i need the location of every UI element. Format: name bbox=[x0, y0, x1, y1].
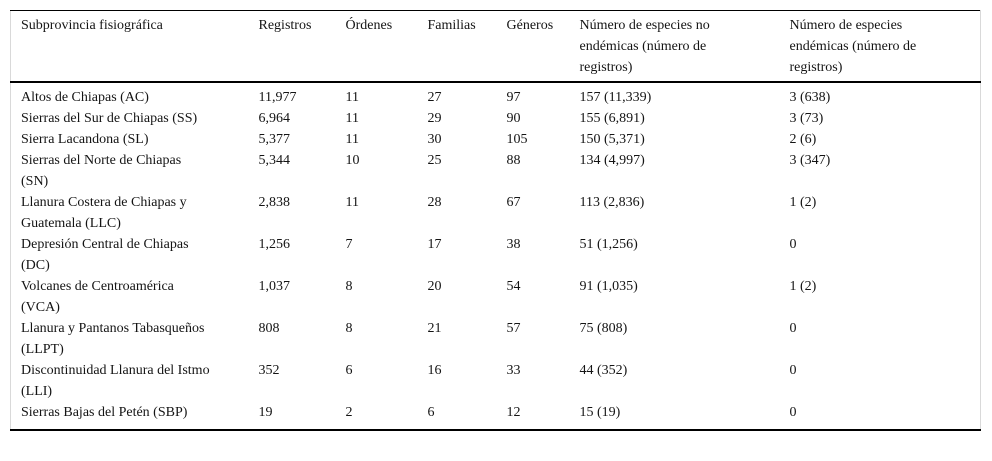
column-header: Familias bbox=[427, 10, 507, 83]
cell: 20 bbox=[427, 279, 442, 294]
cell: 5,377 bbox=[258, 132, 291, 147]
table-row: Llanura y Pantanos Tabasqueños (LLPT) 808… bbox=[11, 318, 981, 360]
cell: 1 (2) bbox=[789, 195, 817, 210]
table-row: Depresión Central de Chiapas (DC) 1,256 7 1… bbox=[11, 234, 981, 276]
cell: Sierras Bajas del Petén (SBP) bbox=[21, 405, 188, 420]
cell: Llanura y Pantanos Tabasqueños (LLPT) bbox=[21, 321, 205, 357]
cell: 11 bbox=[345, 195, 359, 210]
cell: 12 bbox=[506, 405, 521, 420]
column-header: Órdenes bbox=[345, 10, 428, 83]
column-header: Géneros bbox=[506, 10, 580, 83]
species-subprovince-table: Subprovincia fisiográfica Registros Órdene… bbox=[10, 10, 981, 431]
table-row: Volcanes de Centroamérica (VCA) 1,037 8 20 5… bbox=[11, 276, 981, 318]
cell: 90 bbox=[506, 111, 521, 126]
cell: 28 bbox=[427, 195, 442, 210]
cell: 57 bbox=[506, 321, 521, 336]
table-header: Subprovincia fisiográfica Registros Órdene… bbox=[10, 10, 981, 83]
table-row: Sierras del Sur de Chiapas (SS) 6,964 11 29… bbox=[11, 108, 981, 129]
cell: Volcanes de Centroamérica (VCA) bbox=[21, 279, 174, 315]
cell: 11 bbox=[345, 90, 359, 105]
cell: 33 bbox=[506, 363, 521, 378]
table-row: Discontinuidad Llanura del Istmo (LLI) 35… bbox=[11, 360, 981, 402]
cell: 97 bbox=[506, 90, 521, 105]
cell: 54 bbox=[506, 279, 521, 294]
cell: 67 bbox=[506, 195, 521, 210]
cell: 16 bbox=[427, 363, 442, 378]
table-row: Sierras Bajas del Petén (SBP) 19 2 6 12 15 (1… bbox=[11, 402, 981, 430]
cell: 2 bbox=[345, 405, 353, 420]
cell: 10 bbox=[345, 153, 360, 168]
cell: 2 (6) bbox=[789, 132, 817, 147]
cell: 27 bbox=[427, 90, 442, 105]
table-row: Sierra Lacandona (SL) 5,377 11 30 105 150 (5,… bbox=[11, 129, 981, 150]
cell: 3 (638) bbox=[789, 90, 831, 105]
table-row: Altos de Chiapas (AC) 11,977 11 27 97 157 (11… bbox=[11, 82, 981, 108]
column-header: Registros bbox=[258, 10, 346, 83]
column-header: Subprovincia fisiográfica bbox=[10, 10, 259, 83]
cell: 21 bbox=[427, 321, 442, 336]
cell: 113 (2,836) bbox=[579, 195, 645, 210]
cell: 15 (19) bbox=[579, 405, 621, 420]
cell: 38 bbox=[506, 237, 521, 252]
header-row: Subprovincia fisiográfica Registros Órdene… bbox=[10, 10, 981, 83]
cell: Sierras del Norte de Chiapas (SN) bbox=[21, 153, 182, 189]
cell: 352 bbox=[258, 363, 280, 378]
cell: 11,977 bbox=[258, 90, 297, 105]
cell: 0 bbox=[789, 405, 797, 420]
cell: 30 bbox=[427, 132, 442, 147]
column-header: Número de especies no endémicas (número … bbox=[579, 10, 790, 83]
cell: 155 (6,891) bbox=[579, 111, 645, 126]
cell: 7 bbox=[345, 237, 353, 252]
cell: 25 bbox=[427, 153, 442, 168]
cell: 5,344 bbox=[258, 153, 291, 168]
cell: 6 bbox=[427, 405, 435, 420]
cell: 6,964 bbox=[258, 111, 291, 126]
cell: 0 bbox=[789, 237, 797, 252]
cell: Llanura Costera de Chiapas y Guatemala (… bbox=[21, 195, 187, 231]
cell: 91 (1,035) bbox=[579, 279, 638, 294]
cell: Discontinuidad Llanura del Istmo (LLI) bbox=[21, 363, 210, 399]
cell: 157 (11,339) bbox=[579, 90, 652, 105]
cell: Depresión Central de Chiapas (DC) bbox=[21, 237, 189, 273]
paper-table-region: Subprovincia fisiográfica Registros Órdene… bbox=[10, 10, 981, 431]
cell: 0 bbox=[789, 363, 797, 378]
cell: 29 bbox=[427, 111, 442, 126]
cell: 11 bbox=[345, 111, 359, 126]
table-row: Llanura Costera de Chiapas y Guatemala (… bbox=[11, 192, 981, 234]
column-header: Número de especies endémicas (número de … bbox=[789, 10, 981, 83]
cell: 6 bbox=[345, 363, 353, 378]
cell: 1,256 bbox=[258, 237, 291, 252]
cell: 3 (347) bbox=[789, 153, 831, 168]
cell: 51 (1,256) bbox=[579, 237, 638, 252]
cell: 8 bbox=[345, 321, 353, 336]
cell: 105 bbox=[506, 132, 528, 147]
cell: 134 (4,997) bbox=[579, 153, 645, 168]
cell: 75 (808) bbox=[579, 321, 628, 336]
cell: 150 (5,371) bbox=[579, 132, 645, 147]
cell: 88 bbox=[506, 153, 521, 168]
table-body: Altos de Chiapas (AC) 11,977 11 27 97 157 (11… bbox=[11, 82, 981, 430]
cell: 44 (352) bbox=[579, 363, 628, 378]
table-row: Sierras del Norte de Chiapas (SN) 5,344 10… bbox=[11, 150, 981, 192]
cell: Altos de Chiapas (AC) bbox=[21, 90, 149, 105]
cell: 11 bbox=[345, 132, 359, 147]
cell: 0 bbox=[789, 321, 797, 336]
cell: 1 (2) bbox=[789, 279, 817, 294]
cell: 2,838 bbox=[258, 195, 291, 210]
cell: 17 bbox=[427, 237, 442, 252]
cell: Sierras del Sur de Chiapas (SS) bbox=[21, 111, 198, 126]
cell: 1,037 bbox=[258, 279, 291, 294]
cell: 808 bbox=[258, 321, 280, 336]
cell: 8 bbox=[345, 279, 353, 294]
cell: 3 (73) bbox=[789, 111, 824, 126]
cell: Sierra Lacandona (SL) bbox=[21, 132, 149, 147]
cell: 19 bbox=[258, 405, 273, 420]
